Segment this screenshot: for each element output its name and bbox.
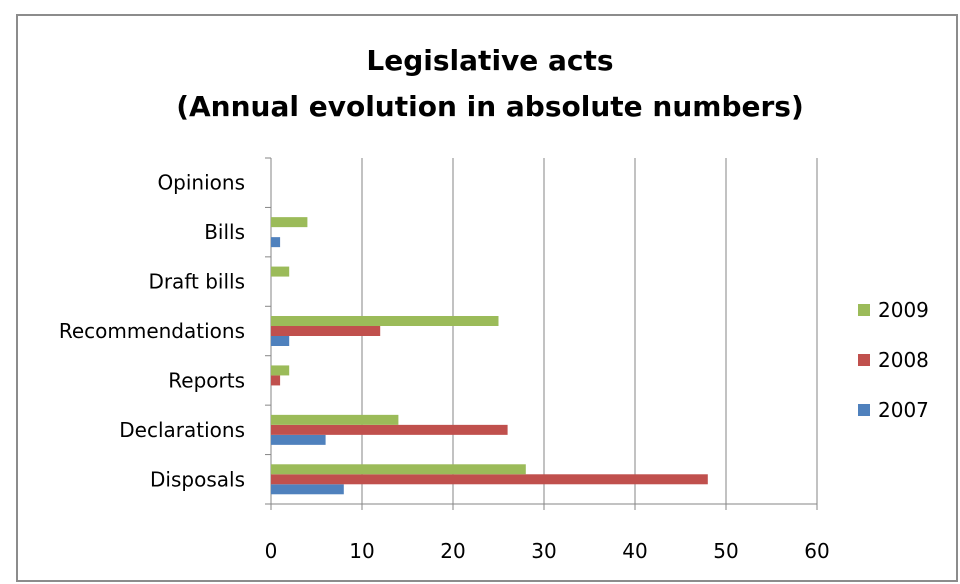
legend-label-2008: 2008 [878, 348, 929, 372]
bar-2008-declarations [271, 424, 508, 435]
x-tick-label-20: 20 [440, 539, 465, 563]
legend-swatch-2007 [858, 404, 870, 416]
category-label-disposals: Disposals [150, 467, 245, 491]
bar-2009-disposals [271, 464, 526, 475]
chart-title: Legislative acts (Annual evolution in ab… [0, 38, 960, 130]
chart-frame [16, 14, 958, 582]
bar-2009-reports [271, 365, 290, 376]
x-tick-label-40: 40 [622, 539, 647, 563]
bar-2009-draft-bills [271, 266, 290, 277]
x-tick-label-60: 60 [804, 539, 829, 563]
chart-title-line1: Legislative acts [366, 44, 614, 77]
category-label-declarations: Declarations [119, 418, 245, 442]
legend-swatch-2008 [858, 354, 870, 366]
x-tick-label-30: 30 [531, 539, 556, 563]
category-label-draft-bills: Draft bills [148, 270, 245, 294]
category-label-recommendations: Recommendations [59, 319, 245, 343]
legend-label-2007: 2007 [878, 398, 929, 422]
bar-2009-bills [271, 217, 308, 228]
bar-2007-disposals [271, 484, 344, 495]
bar-2007-declarations [271, 434, 326, 445]
bar-2008-disposals [271, 474, 708, 485]
bar-2008-recommendations [271, 326, 381, 336]
legend-label-2009: 2009 [878, 298, 929, 322]
bar-2007-bills [271, 237, 281, 248]
bar-2007-recommendations [271, 336, 290, 346]
bar-2008-reports [271, 375, 281, 386]
chart-title-line2: (Annual evolution in absolute numbers) [176, 90, 804, 123]
category-label-bills: Bills [204, 220, 245, 244]
x-tick-label-0: 0 [265, 539, 278, 563]
bar-2009-recommendations [271, 316, 499, 326]
legend-swatch-2009 [858, 304, 870, 316]
category-label-opinions: Opinions [157, 171, 245, 195]
x-tick-label-10: 10 [349, 539, 374, 563]
category-label-reports: Reports [168, 368, 245, 392]
x-tick-label-50: 50 [713, 539, 738, 563]
bar-2009-declarations [271, 414, 399, 425]
